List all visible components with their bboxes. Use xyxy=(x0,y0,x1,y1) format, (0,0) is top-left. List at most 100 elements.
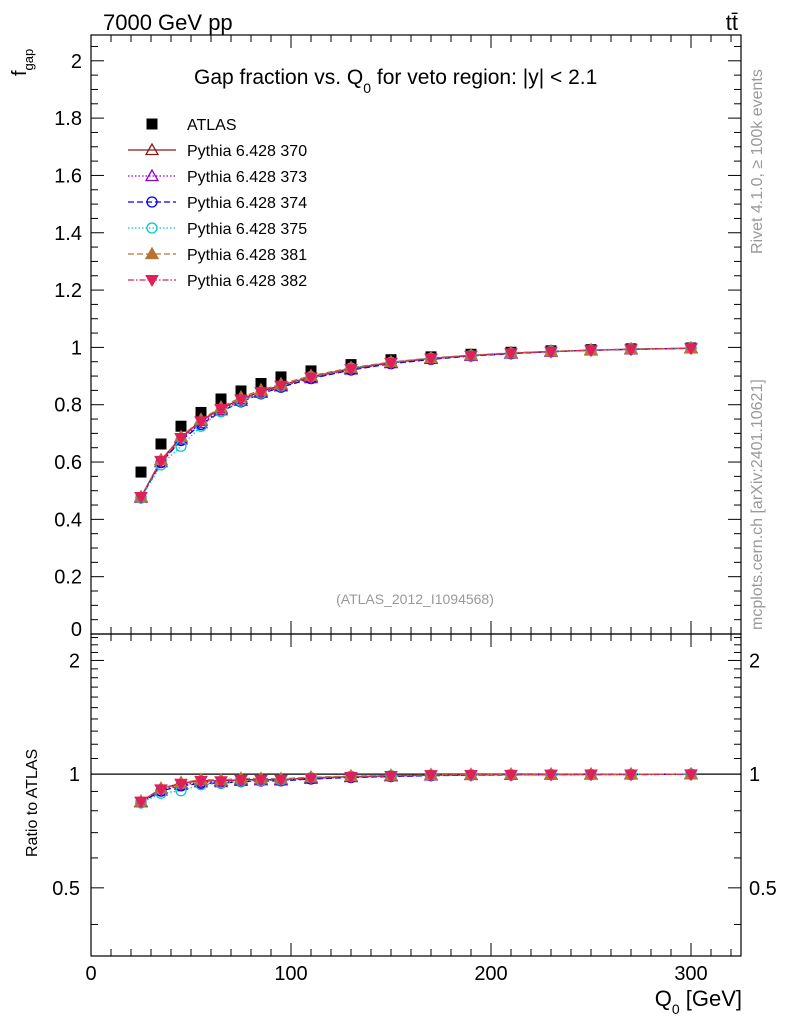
y-tick-label: 1.8 xyxy=(54,108,82,130)
series-5-point xyxy=(234,394,248,407)
x-tick-label: 300 xyxy=(674,963,707,985)
title-sub: 0 xyxy=(363,80,371,96)
y-tick-label: 1 xyxy=(71,337,82,359)
analysis-watermark: (ATLAS_2012_I1094568) xyxy=(336,591,494,607)
mcplots-label: mcplots.cern.ch [arXiv:2401.10621] xyxy=(749,379,766,630)
series-5-point xyxy=(504,348,518,361)
x-axis-label: Q0 [GeV] xyxy=(655,986,742,1017)
y-label-sub: gap xyxy=(21,49,36,71)
atlas-data-point xyxy=(135,466,147,478)
series-5-ratio-point xyxy=(214,776,228,789)
series-5-ratio-point xyxy=(544,769,558,782)
atlas-data-point xyxy=(215,393,227,405)
y-tick-label: 0.4 xyxy=(54,509,82,531)
ratio-tick-label-right: 2 xyxy=(749,650,760,672)
atlas-data-point xyxy=(155,438,167,450)
legend-label-1: Pythia 6.428 373 xyxy=(187,169,307,186)
y-tick-label: 2 xyxy=(71,51,82,73)
title-main: Gap fraction vs. Q xyxy=(194,66,363,89)
legend-label-2: Pythia 6.428 374 xyxy=(187,195,307,212)
axis-ticks xyxy=(90,35,741,956)
x-label-rest: [GeV] xyxy=(680,986,742,1011)
header-right: tt̄ xyxy=(726,10,738,35)
series-5-point xyxy=(344,364,358,377)
series-2-ratio-line xyxy=(140,773,692,803)
series-5-point xyxy=(624,344,638,357)
series-5-ratio-point xyxy=(464,769,478,782)
header-left: 7000 GeV pp xyxy=(103,10,233,35)
ratio-tick-label: 2 xyxy=(69,650,80,672)
atlas-data-point xyxy=(175,420,187,432)
title-rest: for veto region: |y| < 2.1 xyxy=(371,66,597,89)
series-5-point xyxy=(304,372,318,385)
series-5-point xyxy=(464,350,478,363)
series-5-ratio-point xyxy=(154,784,168,797)
series-5-ratio-point xyxy=(684,769,698,782)
series-5-point xyxy=(274,380,288,393)
series-3-ratio-line xyxy=(140,773,692,804)
y-tick-label: 1.4 xyxy=(54,223,82,245)
series-2-line xyxy=(140,347,692,498)
y-tick-label: 0.8 xyxy=(54,395,82,417)
series-5-point xyxy=(154,455,168,468)
tick-labels: 0 100 200 300 0 0.2 0.4 0.6 0.8 1 1.2 1.4 1.6 1.8 2 0.5… xyxy=(52,51,777,985)
ratio-tick-label: 0.5 xyxy=(52,878,80,900)
legend-marker-3 xyxy=(146,222,158,234)
x-label-main: Q xyxy=(655,986,672,1011)
series-5-ratio-point xyxy=(254,774,268,787)
y-tick-label: 1.2 xyxy=(54,280,82,302)
ratio-tick-label: 1 xyxy=(69,764,80,786)
series-5-ratio-point xyxy=(274,774,288,787)
series-5-point xyxy=(174,432,188,445)
legend: ATLAS Pythia 6.428 370 Pythia 6.428 373 Pyt… xyxy=(128,117,307,290)
ratio-tick-label-right: 1 xyxy=(749,764,760,786)
y-tick-label: 1.6 xyxy=(54,165,82,187)
series-4-line xyxy=(140,347,692,498)
series-5-ratio-point xyxy=(424,770,438,783)
legend-marker-5 xyxy=(145,275,159,288)
series-5-point xyxy=(544,346,558,359)
x-label-sub: 0 xyxy=(672,1001,680,1017)
series-5-ratio-point xyxy=(234,775,248,788)
series-5-point xyxy=(584,345,598,358)
y-tick-label: 0 xyxy=(71,619,82,641)
series-5-point xyxy=(684,343,698,356)
rivet-label: Rivet 4.1.0, ≥ 100k events xyxy=(749,69,766,254)
legend-label-0: Pythia 6.428 370 xyxy=(187,143,307,160)
legend-marker-0 xyxy=(144,142,160,156)
legend-atlas-label: ATLAS xyxy=(187,117,237,134)
y-tick-label: 0.2 xyxy=(54,567,82,589)
series-5-ratio-point xyxy=(304,773,318,786)
series-5-ratio-point xyxy=(174,778,188,791)
series-0-line xyxy=(140,347,692,498)
x-tick-label: 100 xyxy=(274,963,307,985)
series-5-ratio-point xyxy=(584,769,598,782)
legend-label-4: Pythia 6.428 381 xyxy=(187,247,307,264)
legend-atlas-marker xyxy=(146,118,158,130)
legend-label-3: Pythia 6.428 375 xyxy=(187,221,307,238)
x-tick-label: 200 xyxy=(474,963,507,985)
series-3-line xyxy=(140,347,692,499)
series-1-line xyxy=(140,347,692,498)
series-5-ratio-point xyxy=(134,796,148,809)
y-label-main: f xyxy=(9,70,31,76)
x-tick-label: 0 xyxy=(85,963,96,985)
series-5-ratio-point xyxy=(194,775,208,788)
series-5-point xyxy=(384,357,398,370)
legend-label-5: Pythia 6.428 382 xyxy=(187,273,307,290)
series-5-ratio-point xyxy=(624,769,638,782)
series-5-ratio-point xyxy=(504,769,518,782)
series-layer xyxy=(133,340,699,809)
legend-marker-1 xyxy=(144,168,160,182)
legend-marker-2 xyxy=(146,196,158,208)
y-tick-label: 0.6 xyxy=(54,452,82,474)
ratio-axis-label: Ratio to ATLAS xyxy=(24,749,41,857)
series-5-ratio-point xyxy=(384,771,398,784)
y-axis-label: fgap xyxy=(9,49,36,76)
ratio-frame xyxy=(90,633,742,957)
series-5-point xyxy=(214,404,228,417)
series-5-point xyxy=(134,492,148,505)
series-5-ratio-point xyxy=(344,771,358,784)
series-5-point xyxy=(194,416,208,429)
